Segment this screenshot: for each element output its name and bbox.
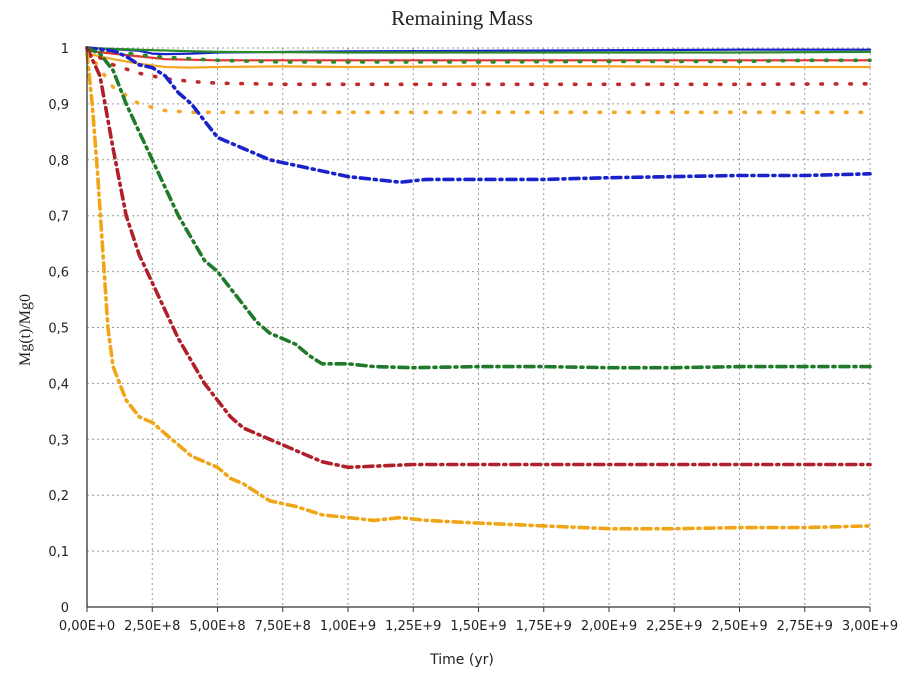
y-tick-label: 0,3 bbox=[48, 433, 69, 448]
series-line-11 bbox=[85, 51, 872, 531]
x-tick-label: 1,75E+9 bbox=[516, 619, 572, 634]
y-tick-label: 0,6 bbox=[48, 266, 69, 281]
y-tick-label: 0,2 bbox=[48, 489, 69, 504]
x-tick-labels: 0,00E+0 2,50E+8 5,00E+8 7,50E+8 1,00E+9 1,25E… bbox=[59, 619, 898, 634]
series-line-6 bbox=[85, 49, 872, 87]
y-tick-label: 0,4 bbox=[48, 377, 69, 392]
y-tick-label: 0,8 bbox=[48, 154, 69, 169]
chart-title: Remaining Mass bbox=[391, 6, 533, 30]
y-tick-label: 0,1 bbox=[48, 545, 69, 560]
x-tick-label: 3,00E+9 bbox=[842, 619, 898, 634]
x-tick-label: 2,75E+9 bbox=[777, 619, 833, 634]
x-tick-label: 0,00E+0 bbox=[59, 619, 115, 634]
series-line-2 bbox=[85, 46, 872, 54]
y-tick-labels: 0 0,1 0,2 0,3 0,4 0,5 0,6 0,7 0,8 0,9 1 bbox=[48, 42, 69, 616]
x-axis-label: Time (yr) bbox=[429, 652, 494, 668]
x-tick-label: 2,50E+9 bbox=[711, 619, 767, 634]
series-line-10 bbox=[85, 46, 872, 470]
grid-lines bbox=[86, 47, 871, 612]
series-layer bbox=[85, 46, 872, 531]
y-tick-label: 0,7 bbox=[48, 210, 69, 225]
series-line-7 bbox=[85, 49, 872, 115]
x-tick-label: 7,50E+8 bbox=[255, 619, 311, 634]
y-tick-label: 0 bbox=[61, 601, 69, 616]
y-tick-label: 0,5 bbox=[48, 322, 69, 337]
series-line-8 bbox=[85, 46, 872, 184]
y-tick-label: 0,9 bbox=[48, 98, 69, 113]
y-axis-label: Mg(t)/Mg0 bbox=[17, 294, 34, 366]
x-tick-label: 1,00E+9 bbox=[320, 619, 376, 634]
axes bbox=[86, 46, 870, 608]
x-tick-label: 1,25E+9 bbox=[385, 619, 441, 634]
x-tick-label: 1,50E+9 bbox=[450, 619, 506, 634]
series-line-9 bbox=[85, 46, 872, 370]
x-tick-label: 2,25E+9 bbox=[646, 619, 702, 634]
x-tick-label: 2,50E+8 bbox=[124, 619, 180, 634]
x-tick-label: 5,00E+8 bbox=[189, 619, 245, 634]
x-tick-label: 2,00E+9 bbox=[581, 619, 637, 634]
y-tick-label: 1 bbox=[61, 42, 69, 57]
